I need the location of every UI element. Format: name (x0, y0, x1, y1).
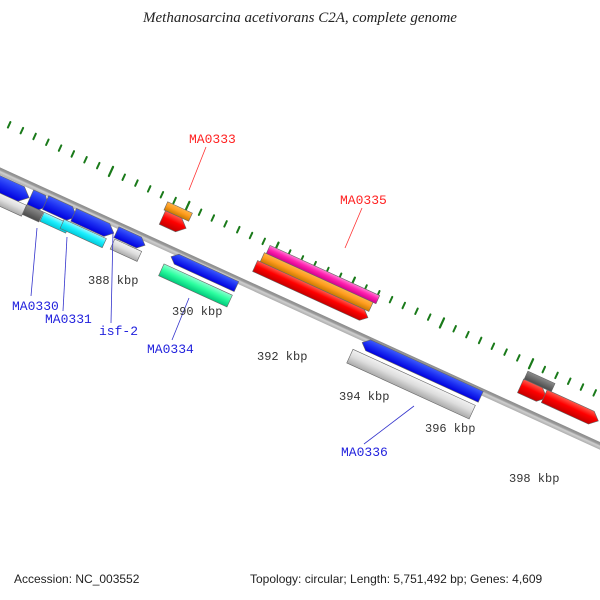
svg-text:392 kbp: 392 kbp (257, 350, 307, 364)
svg-text:390 kbp: 390 kbp (172, 305, 222, 319)
svg-text:388 kbp: 388 kbp (88, 274, 138, 288)
svg-text:394 kbp: 394 kbp (339, 390, 389, 404)
svg-text:MA0333: MA0333 (189, 132, 236, 147)
svg-text:398 kbp: 398 kbp (509, 472, 559, 486)
svg-text:396 kbp: 396 kbp (425, 422, 475, 436)
svg-text:MA0335: MA0335 (340, 193, 387, 208)
svg-text:MA0336: MA0336 (341, 445, 388, 460)
svg-text:isf-2: isf-2 (99, 324, 138, 339)
svg-text:MA0331: MA0331 (45, 312, 92, 327)
svg-text:MA0334: MA0334 (147, 342, 194, 357)
